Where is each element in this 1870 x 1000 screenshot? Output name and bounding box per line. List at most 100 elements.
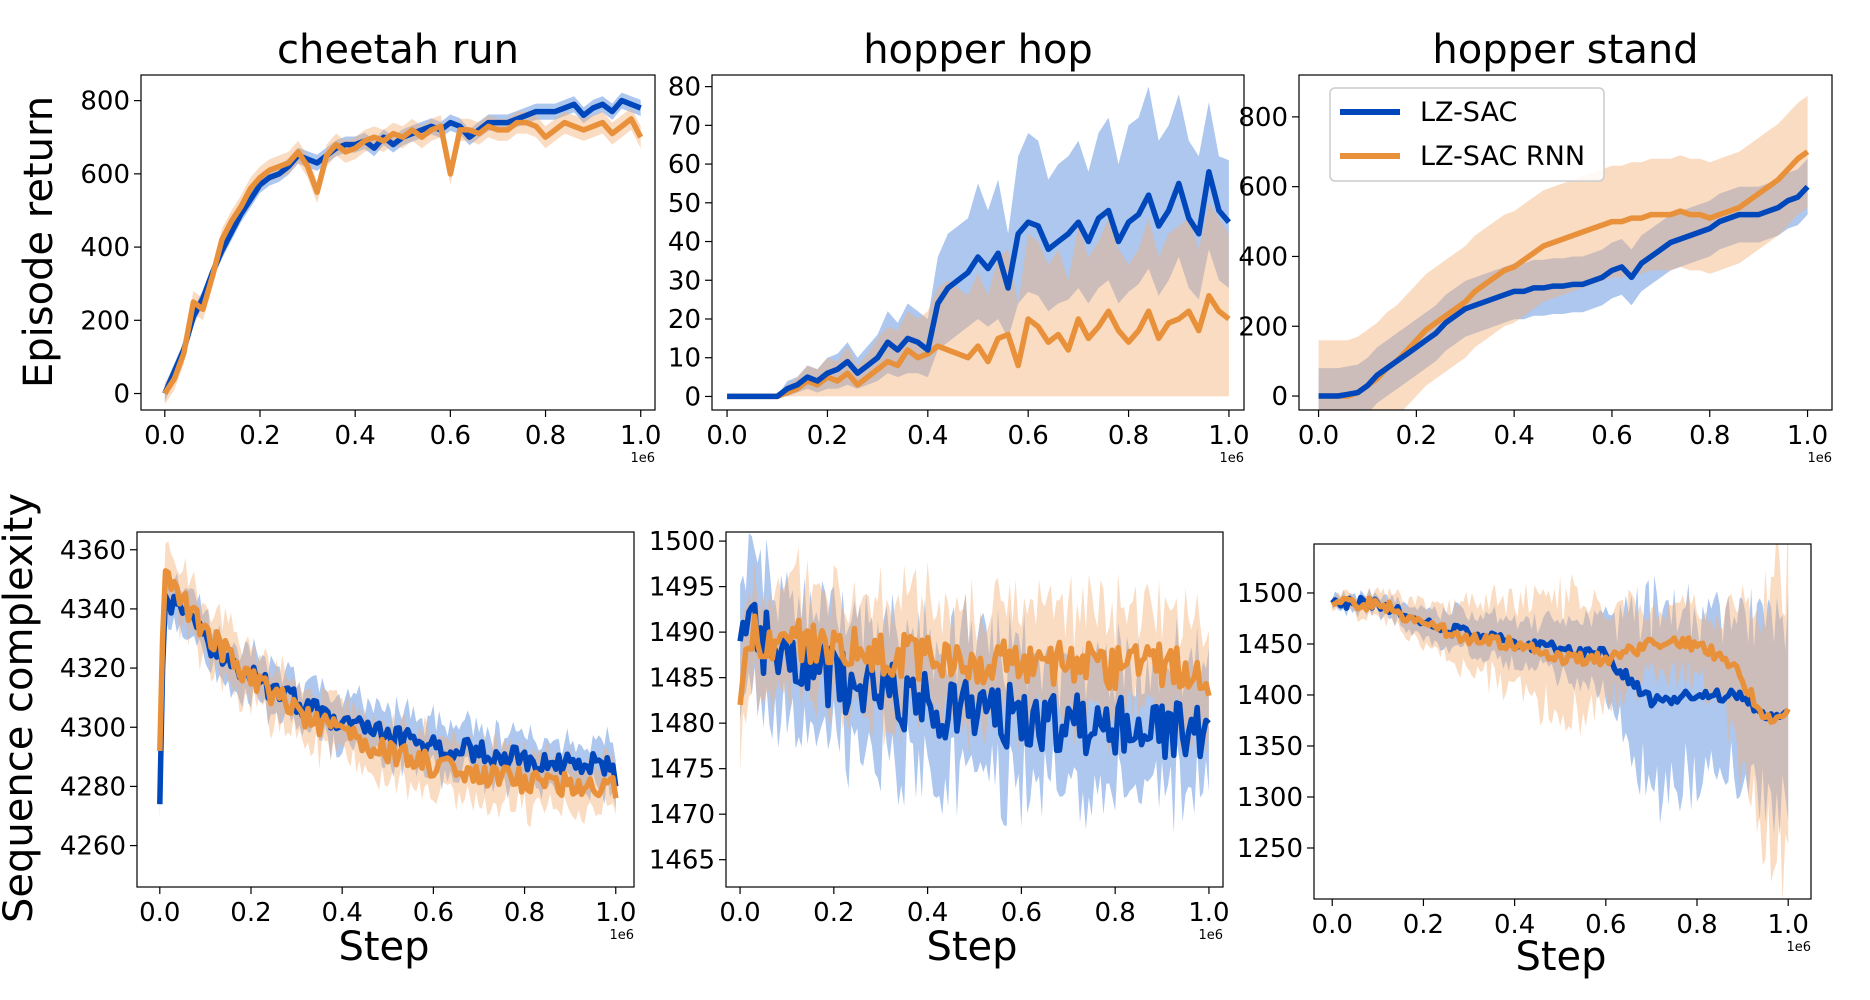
ylabel-sequence-complexity: Sequence complexity [0,493,42,923]
y-tick-label: 1350 [1237,732,1303,762]
y-tick-label: 4320 [60,654,126,684]
x-offset-label: 1e6 [1219,451,1244,466]
y-tick-label: 800 [80,87,130,117]
line-lz-sac-rnn [1330,595,1791,725]
panel-title: cheetah run [277,27,519,73]
axes-frame [136,531,635,888]
x-tick-label: 0.6 [430,421,471,451]
x-tick-label: 0.2 [807,421,848,451]
y-tick-label: 400 [80,233,130,263]
y-tick-label: 800 [1238,103,1288,133]
xlabel-step-1: Step [338,924,429,970]
legend: LZ-SAC LZ-SAC RNN [1329,87,1605,182]
x-tick-label: 0.0 [139,898,180,928]
x-tick-label: 0.2 [239,421,280,451]
x-tick-label: 0.8 [525,421,566,451]
y-tick-label: 4260 [60,832,126,862]
y-tick-label: 4340 [60,595,126,625]
x-tick-label: 1.0 [620,421,661,451]
axes-frame [1313,543,1812,900]
axes-frame [711,74,1245,411]
line-lz-sac-rnn [727,293,1231,400]
y-tick-label: 10 [668,344,701,374]
x-tick-label: 0.2 [813,898,854,928]
x-tick-label: 0.2 [1403,910,1444,940]
x-tick-label: 0.6 [1585,910,1626,940]
y-tick-label: 600 [80,160,130,190]
x-tick-label: 0.4 [334,421,375,451]
line-lz-sac-rnn [737,613,1212,706]
x-tick-label: 0.0 [706,421,747,451]
y-tick-label: 4300 [60,713,126,743]
y-tick-label: 1300 [1237,783,1303,813]
axes-frame [725,531,1224,888]
legend-label-lz-sac-rnn: LZ-SAC RNN [1420,141,1585,172]
x-tick-label: 0.4 [1493,421,1534,451]
x-tick-label: 1.0 [1787,421,1828,451]
x-tick-label: 0.0 [719,898,760,928]
x-tick-label: 1.0 [1188,898,1229,928]
x-tick-label: 1.0 [595,898,636,928]
line-lz-sac-rnn [157,568,619,799]
x-tick-label: 0.6 [413,898,454,928]
plot-area [162,92,644,405]
y-tick-label: 1475 [649,755,715,785]
x-tick-label: 1.0 [1768,910,1809,940]
y-tick-label: 80 [668,73,701,103]
line-lz-sac [737,601,1211,761]
y-tick-label: 1400 [1237,681,1303,711]
y-tick-label: 1250 [1237,834,1303,864]
y-tick-label: 400 [1238,242,1288,272]
ylabel-episode-return: Episode return [16,96,62,388]
y-tick-label: 4360 [60,536,126,566]
x-tick-label: 0.8 [1689,421,1730,451]
y-tick-label: 1500 [1237,579,1303,609]
y-tick-label: 40 [668,228,701,258]
line-lz-sac [1318,184,1810,399]
x-tick-label: 0.6 [1591,421,1632,451]
y-tick-label: 1470 [649,800,715,830]
band-lz-sac [740,533,1209,834]
y-tick-label: 60 [668,150,701,180]
y-tick-label: 0 [1271,382,1288,412]
y-tick-label: 1495 [649,573,715,603]
plot-area [737,533,1212,834]
y-tick-label: 1490 [649,618,715,648]
y-tick-label: 1465 [649,846,715,876]
plot-area [1330,544,1791,899]
y-tick-label: 1480 [649,709,715,739]
x-tick-label: 0.0 [1312,910,1353,940]
xlabel-step-3: Step [1515,934,1606,980]
panel-title: hopper hop [863,27,1093,73]
x-tick-label: 1.0 [1208,421,1249,451]
x-tick-label: 0.4 [907,898,948,928]
y-tick-label: 1450 [1237,630,1303,660]
plot-area [157,541,619,828]
panel-title: hopper stand [1432,27,1698,73]
y-tick-label: 0 [113,380,130,410]
x-offset-label: 1e6 [1198,928,1223,943]
x-tick-label: 0.6 [1001,898,1042,928]
x-tick-label: 0.2 [230,898,271,928]
x-tick-label: 0.8 [1108,421,1149,451]
y-tick-label: 1500 [649,527,715,557]
xlabel-step-2: Step [926,924,1017,970]
y-tick-label: 4280 [60,772,126,802]
y-tick-label: 70 [668,111,701,141]
y-tick-label: 30 [668,266,701,296]
plot-area [727,86,1231,400]
y-tick-label: 200 [1238,312,1288,342]
axes-frame [1298,74,1833,411]
x-tick-label: 0.0 [1298,421,1339,451]
band-lz-sac [727,86,1229,397]
band-lz-sac-rnn [727,202,1229,397]
x-offset-label: 1e6 [609,928,634,943]
x-tick-label: 0.6 [1008,421,1049,451]
x-tick-label: 0.8 [1676,910,1717,940]
